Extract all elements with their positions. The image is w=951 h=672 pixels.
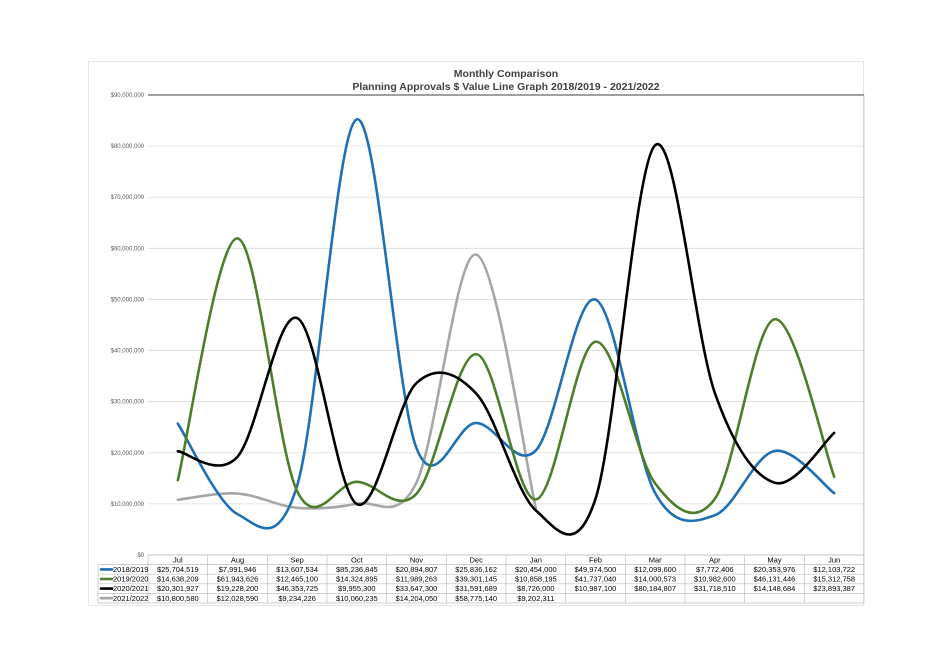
- data-table-cell: $13,607,534: [276, 565, 318, 574]
- y-tick-label: $10,000,000: [111, 502, 145, 508]
- chart-title: Monthly Comparison: [454, 68, 558, 80]
- data-table-cell: $20,301,927: [157, 584, 199, 593]
- y-tick-label: $20,000,000: [111, 451, 145, 457]
- data-table-cell: $12,028,590: [217, 594, 259, 603]
- y-tick-label: $70,000,000: [111, 195, 145, 201]
- data-table-cell: $85,236,845: [336, 565, 378, 574]
- data-table-cell: $15,312,758: [813, 575, 855, 584]
- data-table-cell: $7,991,946: [219, 565, 257, 574]
- data-table-cell: $20,454,000: [515, 565, 557, 574]
- data-table-cell: $46,353,725: [276, 584, 318, 593]
- data-table-cell: $9,202,311: [517, 594, 554, 603]
- data-table-cell: $12,099,600: [634, 565, 676, 574]
- legend-series-name: 2020/2021: [113, 584, 148, 593]
- series-lines: [176, 118, 836, 536]
- data-table-cell: $23,893,387: [813, 584, 855, 593]
- x-category-label: Nov: [410, 555, 424, 564]
- data-table-cell: $25,836,162: [455, 565, 497, 574]
- data-table-cell: $9,234,226: [278, 594, 316, 603]
- chart-subtitle: Planning Approvals $ Value Line Graph 20…: [352, 81, 659, 93]
- data-table-cell: $14,204,050: [396, 594, 438, 603]
- data-table-cell: $7,772,406: [696, 565, 734, 574]
- data-table-cell: $49,974,500: [575, 565, 617, 574]
- x-category-label: Oct: [351, 555, 364, 564]
- data-table-cell: $12,103,722: [813, 565, 855, 574]
- x-category-label: Feb: [589, 555, 602, 564]
- y-tick-label: $60,000,000: [111, 246, 145, 252]
- series-line-2019-2020: [176, 237, 836, 515]
- series-line-2020-2021: [176, 142, 836, 536]
- y-axis-ticks: $0 $10,000,000 $20,000,000 $30,000,000 $40,0…: [111, 93, 145, 559]
- x-category-label: May: [767, 555, 781, 564]
- x-category-label: Dec: [469, 555, 483, 564]
- data-table-cell: $10,060,235: [336, 594, 378, 603]
- data-table-cell: $10,982,600: [694, 575, 736, 584]
- data-table-cell: $14,148,684: [754, 584, 796, 593]
- x-category-label: Aug: [231, 555, 244, 564]
- data-table-cell: $80,184,807: [634, 584, 676, 593]
- legend-series-name: 2021/2022: [113, 594, 148, 603]
- x-category-label: Jun: [828, 555, 840, 564]
- data-table-cell: $33,647,300: [396, 584, 438, 593]
- data-table-cell: $31,591,689: [455, 584, 497, 593]
- x-category-label: Mar: [649, 555, 662, 564]
- chart-frame: [88, 61, 864, 606]
- data-table-cell: $20,353,976: [754, 565, 796, 574]
- y-tick-label: $90,000,000: [111, 93, 145, 99]
- data-table-cell: $12,465,100: [276, 575, 318, 584]
- data-table-cell: $58,775,140: [455, 594, 497, 603]
- data-table-cell: $10,800,580: [157, 594, 199, 603]
- data-table-cell: $11,989,263: [396, 575, 437, 584]
- x-category-label: Apr: [709, 555, 721, 564]
- data-table-cell: $61,943,626: [217, 575, 259, 584]
- data-table-cell: $8,726,000: [517, 584, 555, 593]
- data-table-cell: $39,301,145: [455, 575, 497, 584]
- data-table: Jul Aug Sep Oct Nov Dec Jan Feb Mar Apr May Jun 2018…: [97, 554, 865, 604]
- data-table-cell: $10,858,195: [515, 575, 557, 584]
- data-table-cell: $20,894,807: [396, 565, 438, 574]
- legend-series-name: 2018/2019: [113, 565, 148, 574]
- gridlines: [148, 94, 865, 556]
- data-table-cell: $14,638,209: [157, 575, 199, 584]
- y-tick-label: $0: [137, 553, 144, 559]
- data-table-cell: $19,228,200: [217, 584, 259, 593]
- data-table-cell: $25,704,519: [157, 565, 199, 574]
- data-table-cell: $41,737,040: [575, 575, 617, 584]
- y-tick-label: $40,000,000: [111, 349, 145, 355]
- legend-series-name: 2019/2020: [113, 575, 148, 584]
- y-tick-label: $30,000,000: [111, 400, 145, 406]
- data-table-cell: $10,987,100: [575, 584, 617, 593]
- y-tick-label: $50,000,000: [111, 297, 145, 303]
- series-line-2021-2022: [176, 253, 538, 510]
- data-table-cell: $14,000,573: [634, 575, 676, 584]
- x-category-label: Jan: [530, 555, 542, 564]
- data-table-cell: $46,131,446: [754, 575, 796, 584]
- series-line-2018-2019: [176, 118, 836, 530]
- data-table-cell: $9,955,300: [338, 584, 376, 593]
- data-table-cell: $31,718,510: [694, 584, 736, 593]
- x-category-label: Sep: [290, 555, 303, 564]
- x-category-label: Jul: [173, 555, 183, 564]
- data-table-cell: $14,324,895: [336, 575, 378, 584]
- y-tick-label: $80,000,000: [111, 144, 145, 150]
